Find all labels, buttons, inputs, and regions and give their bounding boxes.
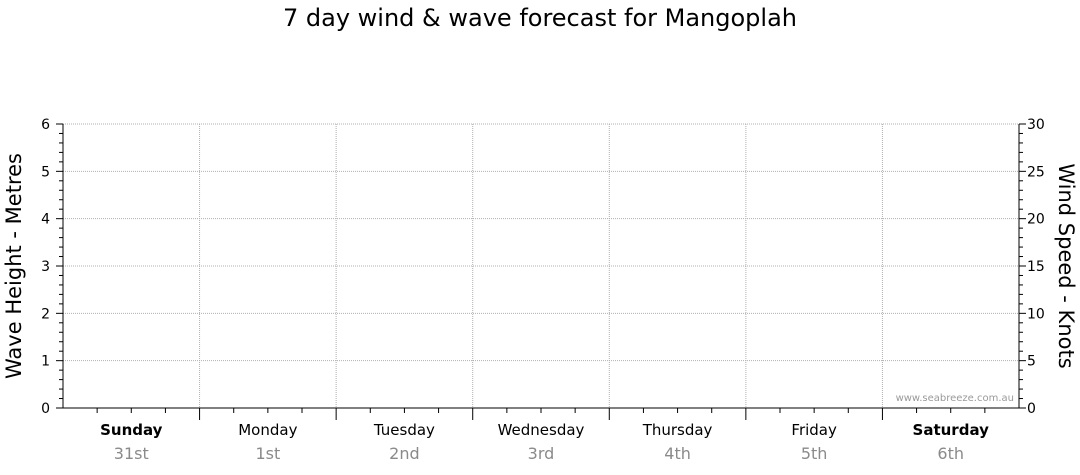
day-name-label: Wednesday: [498, 421, 585, 439]
right-tick-label: 10: [1027, 306, 1045, 322]
left-tick-label: 1: [41, 354, 50, 370]
right-tick-label: 0: [1027, 401, 1036, 417]
left-tick-label: 5: [41, 164, 50, 180]
left-axis-ticks: 0 1 2 3 4 5 6: [41, 117, 63, 417]
day-labels: Sunday 31st Monday 1st Tuesday 2nd Wednesday 3r…: [100, 421, 989, 463]
left-tick-label: 2: [41, 306, 50, 322]
day-name-label: Tuesday: [373, 421, 435, 439]
day-date-label: 2nd: [389, 444, 419, 463]
chart-title: 7 day wind & wave forecast for Mangoplah: [283, 4, 797, 32]
x-axis-ticks: [96, 408, 986, 420]
day-name-label: Monday: [238, 421, 297, 439]
day-name-label: Saturday: [913, 421, 990, 439]
left-tick-label: 3: [41, 259, 50, 275]
watermark-text: www.seabreeze.com.au: [896, 393, 1014, 404]
day-date-label: 6th: [937, 444, 964, 463]
day-date-label: 4th: [664, 444, 691, 463]
day-name-label: Thursday: [642, 421, 713, 439]
right-axis-label: Wind Speed - Knots: [1054, 163, 1078, 368]
right-tick-label: 20: [1027, 212, 1045, 228]
right-tick-label: 15: [1027, 259, 1045, 275]
day-date-label: 5th: [801, 444, 828, 463]
right-tick-label: 25: [1027, 164, 1045, 180]
left-axis-label: Wave Height - Metres: [2, 153, 26, 379]
right-tick-label: 5: [1027, 354, 1036, 370]
day-name-label: Sunday: [100, 421, 163, 439]
right-axis-ticks: 0 5 10 15 20 25 30: [1019, 117, 1045, 417]
left-tick-label: 6: [41, 117, 50, 133]
right-tick-label: 30: [1027, 117, 1045, 133]
day-date-label: 31st: [114, 444, 149, 463]
day-name-label: Friday: [791, 421, 837, 439]
day-date-label: 1st: [255, 444, 280, 463]
left-tick-label: 0: [41, 401, 50, 417]
grid-lines: [63, 123, 1019, 408]
day-date-label: 3rd: [528, 444, 555, 463]
left-tick-label: 4: [41, 212, 50, 228]
